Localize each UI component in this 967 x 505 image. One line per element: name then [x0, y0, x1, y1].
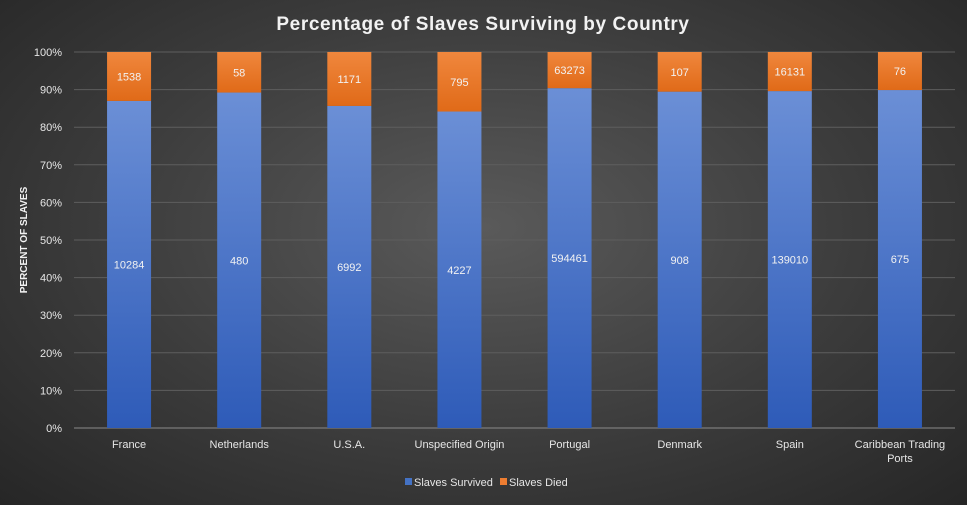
bar-died [767, 52, 812, 92]
legend-swatch [500, 478, 507, 485]
y-tick-label: 30% [40, 310, 62, 322]
y-tick-label: 0% [46, 423, 62, 435]
x-category-label: U.S.A. [333, 439, 365, 451]
gridlines [74, 51, 955, 429]
chart-title: Percentage of Slaves Surviving by Countr… [276, 14, 689, 35]
legend-swatch [405, 478, 412, 485]
y-axis-label: PERCENT OF SLAVES [19, 186, 30, 293]
data-label: 1171 [337, 74, 361, 86]
bar-survived [327, 105, 372, 428]
y-tick-label: 20% [40, 348, 62, 360]
y-tick-label: 80% [40, 122, 62, 134]
data-label: 594461 [551, 253, 588, 265]
bar-died [877, 52, 922, 91]
y-tick-label: 70% [40, 160, 62, 172]
y-tick-label: 100% [34, 47, 62, 59]
bar-died [107, 52, 152, 101]
y-tick-label: 90% [40, 85, 62, 97]
bar-died [217, 52, 262, 93]
legend-label: Slaves Survived [414, 477, 493, 489]
legend: Slaves Survived Slaves Died [405, 477, 568, 489]
y-tick-label: 10% [40, 385, 62, 397]
data-label: 480 [230, 255, 248, 267]
bar-survived [877, 90, 922, 428]
data-label: 16131 [775, 67, 806, 79]
data-label: 10284 [114, 259, 145, 271]
y-tick-label: 50% [40, 235, 62, 247]
bar-died [327, 52, 372, 106]
bar-died [437, 52, 482, 112]
bar-died [657, 52, 702, 92]
y-axis-ticks: 0% 10% 20% 30% 40% 50% 60% 70% 80% 90% 100% [34, 47, 62, 435]
data-label: 675 [891, 254, 909, 266]
data-label: 63273 [554, 65, 585, 77]
x-category-label: Netherlands [210, 439, 270, 451]
y-tick-label: 60% [40, 197, 62, 209]
bar-survived [217, 92, 262, 429]
y-tick-label: 40% [40, 273, 62, 285]
bar-survived [657, 91, 702, 428]
x-category-label: Denmark [657, 439, 702, 451]
data-label: 1538 [117, 71, 141, 83]
bar-survived [107, 100, 152, 428]
bars [107, 52, 922, 429]
x-category-label: France [112, 439, 146, 451]
x-category-label: Portugal [549, 439, 590, 451]
data-label: 4227 [447, 265, 471, 277]
x-axis-categories: France Netherlands U.S.A. Unspecified Origi… [112, 439, 945, 465]
data-label: 908 [671, 255, 689, 267]
data-label: 139010 [771, 255, 808, 267]
data-label: 795 [450, 77, 468, 89]
x-category-label: Unspecified Origin [415, 439, 505, 451]
data-label: 76 [894, 66, 906, 78]
data-label: 58 [233, 67, 245, 79]
bar-survived [767, 91, 812, 428]
bar-survived [547, 88, 592, 428]
data-label: 107 [671, 67, 689, 79]
bar-died [547, 52, 592, 89]
bar-survived [437, 111, 482, 429]
legend-label: Slaves Died [509, 477, 568, 489]
x-category-label: Caribbean Trading Ports [855, 439, 946, 465]
data-label: 6992 [337, 262, 361, 274]
x-category-label: Spain [776, 439, 804, 451]
data-labels: 10284 1538 480 58 6992 1171 4227 795 594461 63273… [114, 65, 909, 277]
